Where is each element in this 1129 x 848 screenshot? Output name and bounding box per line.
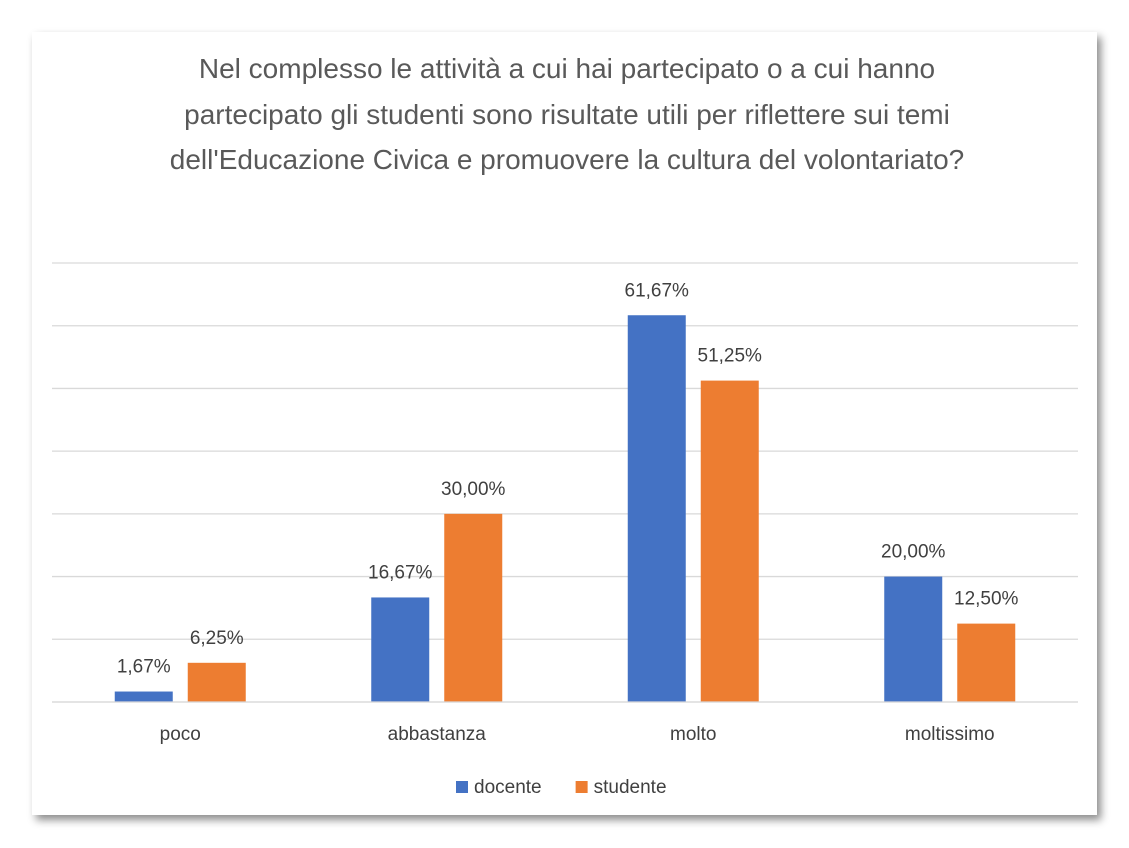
- bar: [627, 315, 686, 702]
- legend-label: studente: [594, 777, 667, 798]
- data-label: 1,67%: [117, 657, 171, 678]
- x-tick-label: molto: [670, 724, 716, 745]
- legend-swatch: [575, 781, 588, 793]
- data-label: 20,00%: [881, 542, 946, 563]
- bar: [700, 380, 759, 702]
- bar: [187, 662, 246, 702]
- bar: [371, 597, 430, 702]
- data-label: 12,50%: [954, 589, 1019, 610]
- x-tick-label: poco: [160, 724, 201, 745]
- bar: [957, 623, 1016, 702]
- legend-label: docente: [474, 777, 542, 798]
- bar: [884, 576, 943, 702]
- data-label: 51,25%: [698, 346, 763, 367]
- data-label: 16,67%: [368, 562, 433, 583]
- legend-swatch: [456, 781, 468, 793]
- bar: [114, 691, 173, 702]
- bar: [444, 513, 503, 702]
- data-label: 6,25%: [190, 628, 244, 649]
- data-label: 30,00%: [441, 479, 506, 500]
- x-tick-label: abbastanza: [388, 724, 487, 745]
- x-tick-label: moltissimo: [905, 724, 995, 745]
- chart-title: Nel complesso le attività a cui hai part…: [169, 53, 965, 175]
- data-label: 61,67%: [625, 280, 690, 301]
